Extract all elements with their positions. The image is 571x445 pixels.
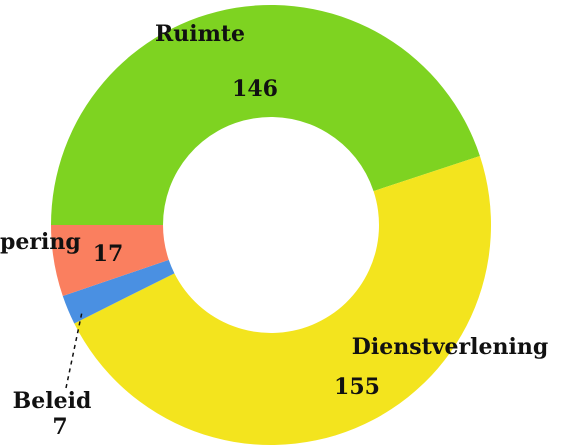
slice [51, 4, 480, 225]
value-label: 7 [52, 414, 67, 440]
value-label: 17 [93, 241, 124, 267]
slice-label: Ruimte [155, 21, 245, 47]
slice-label: Beleid [13, 388, 92, 414]
leader-line [65, 311, 83, 389]
value-label: 155 [334, 374, 380, 400]
slice [74, 156, 491, 445]
slice-label: Dienstverlening [352, 334, 548, 360]
value-label: 146 [232, 76, 278, 102]
slice-label: pering [0, 229, 81, 255]
slice [62, 259, 175, 324]
slice [51, 225, 169, 297]
